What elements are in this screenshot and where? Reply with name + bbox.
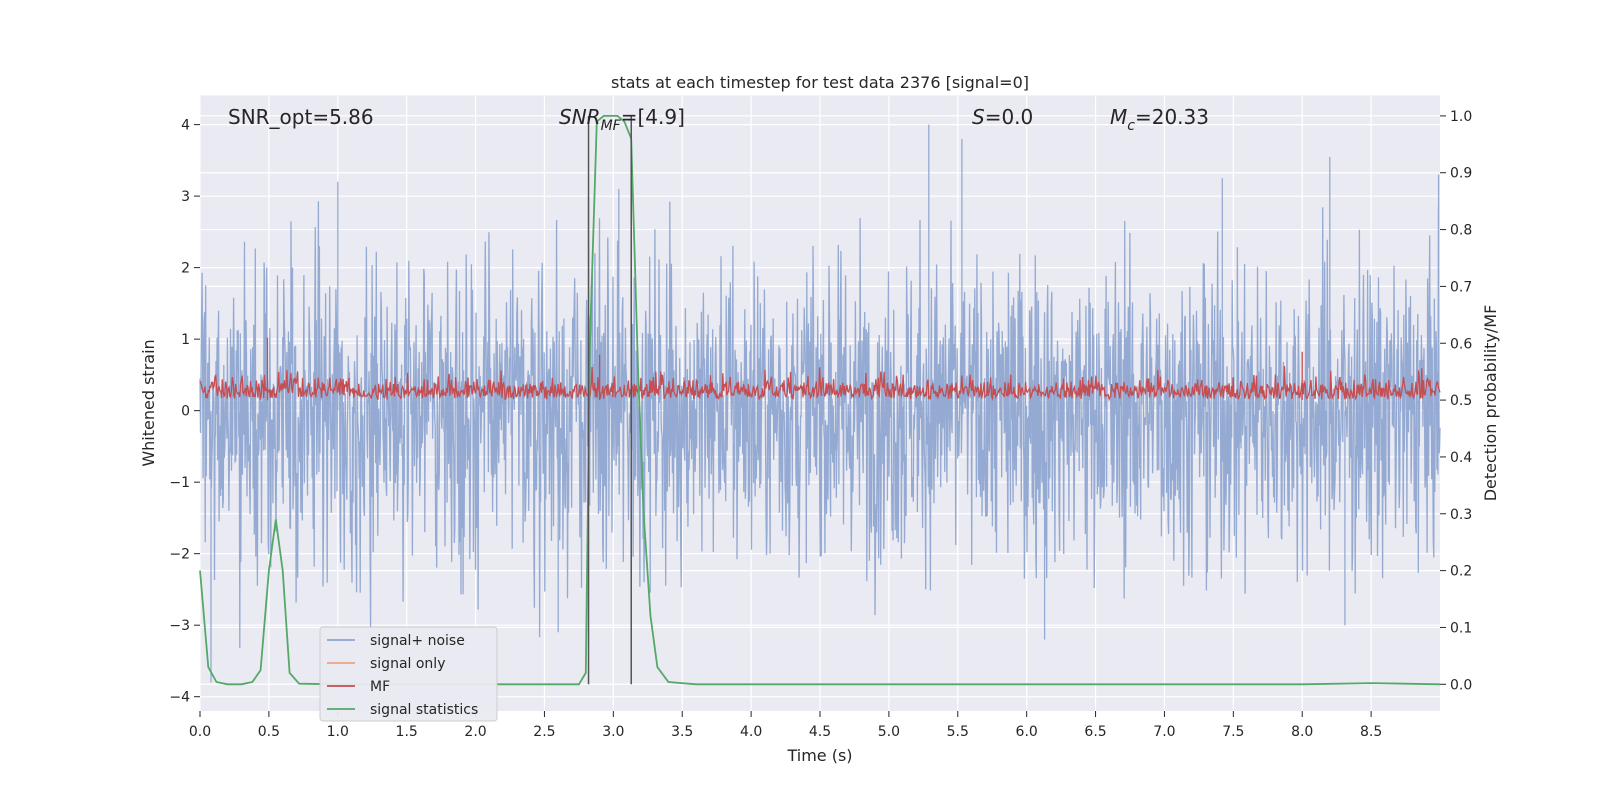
y-axis-label: Whitened strain xyxy=(139,339,158,466)
series-signal-statistics-line xyxy=(199,115,1441,686)
chart-title: stats at each timestep for test data 237… xyxy=(611,73,1029,92)
annotation-snr-mf-value: =[4.9] xyxy=(621,105,685,129)
y2-tick-label: 1.0 xyxy=(1450,109,1472,125)
x-axis-label: Time (s) xyxy=(786,746,852,765)
x-tick-label: 2.5 xyxy=(533,724,555,740)
x-tick-label: 5.0 xyxy=(878,724,900,740)
annotation-s-symbol: S xyxy=(972,105,985,129)
annotation-snr-mf: SNRMF=[4.9] xyxy=(559,105,685,134)
y2-tick-label: 0.7 xyxy=(1450,279,1472,295)
y-tick-label: −2 xyxy=(169,547,190,563)
x-tick-label: 1.0 xyxy=(327,724,349,740)
y-tick-label: 3 xyxy=(181,189,190,205)
y2-tick-label: 0.8 xyxy=(1450,223,1472,239)
legend: signal+ noise signal only MF signal statist… xyxy=(319,626,498,722)
x-tick-label: 7.0 xyxy=(1153,724,1175,740)
x-tick-label: 4.5 xyxy=(809,724,831,740)
x-tick-label: 7.5 xyxy=(1222,724,1244,740)
annotation-mc-value: =20.33 xyxy=(1135,105,1209,129)
y-tick-label: 1 xyxy=(181,332,190,348)
y2-tick-label: 0.1 xyxy=(1450,620,1472,636)
annotation-snr-opt: SNR_opt=5.86 xyxy=(228,105,374,129)
y2-tick-label: 0.6 xyxy=(1450,336,1472,352)
legend-box xyxy=(319,626,498,722)
axes-layer: 0.0 0.5 1.0 1.5 2.0 2.5 3.0 3.5 4.0 4.5 5.0 5.5 6.0 6… xyxy=(169,95,1472,740)
y-tick-label: 4 xyxy=(181,118,190,134)
legend-label: signal only xyxy=(370,656,445,672)
x-tick-label: 6.0 xyxy=(1016,724,1038,740)
y-tick-label: 2 xyxy=(181,261,190,277)
annotation-s: S=0.0 xyxy=(972,105,1033,129)
legend-label: signal statistics xyxy=(370,702,478,718)
y2-tick-label: 0.3 xyxy=(1450,507,1472,523)
x-tick-label: 5.5 xyxy=(947,724,969,740)
x-tick-label: 8.0 xyxy=(1291,724,1313,740)
annotation-snr-mf-subscript: MF xyxy=(601,118,622,134)
y2-axis-label: Detection probability/MF xyxy=(1481,305,1500,502)
series-mf-line xyxy=(199,337,1441,402)
x-tick-label: 1.5 xyxy=(396,724,418,740)
x-tick-label: 3.0 xyxy=(602,724,624,740)
x-tick-label: 3.5 xyxy=(671,724,693,740)
y-tick-label: 0 xyxy=(181,404,190,420)
x-tick-label: 8.5 xyxy=(1360,724,1382,740)
legend-label: MF xyxy=(370,679,390,695)
y-tick-label: −4 xyxy=(169,690,190,706)
x-tick-label: 2.0 xyxy=(464,724,486,740)
x-tick-label: 0.0 xyxy=(189,724,211,740)
annotation-s-value: =0.0 xyxy=(985,105,1034,129)
annotation-mc: Mc=20.33 xyxy=(1110,105,1209,134)
x-tick-label: 6.5 xyxy=(1084,724,1106,740)
legend-label: signal+ noise xyxy=(370,633,465,649)
y2-tick-label: 0.5 xyxy=(1450,393,1472,409)
y2-tick-label: 0.4 xyxy=(1450,450,1472,466)
y-tick-label: −1 xyxy=(169,475,190,491)
x-tick-label: 0.5 xyxy=(258,724,280,740)
y2-tick-label: 0.2 xyxy=(1450,564,1472,580)
annotation-mc-subscript: c xyxy=(1127,118,1135,134)
x-tick-label: 4.0 xyxy=(740,724,762,740)
annotation-mc-symbol: M xyxy=(1110,105,1127,129)
vline-layer xyxy=(587,115,632,685)
y2-tick-label: 0.0 xyxy=(1450,677,1472,693)
y-tick-label: −3 xyxy=(169,618,190,634)
annotation-snr-mf-symbol: SNR xyxy=(559,105,601,129)
y2-tick-label: 0.9 xyxy=(1450,166,1472,182)
